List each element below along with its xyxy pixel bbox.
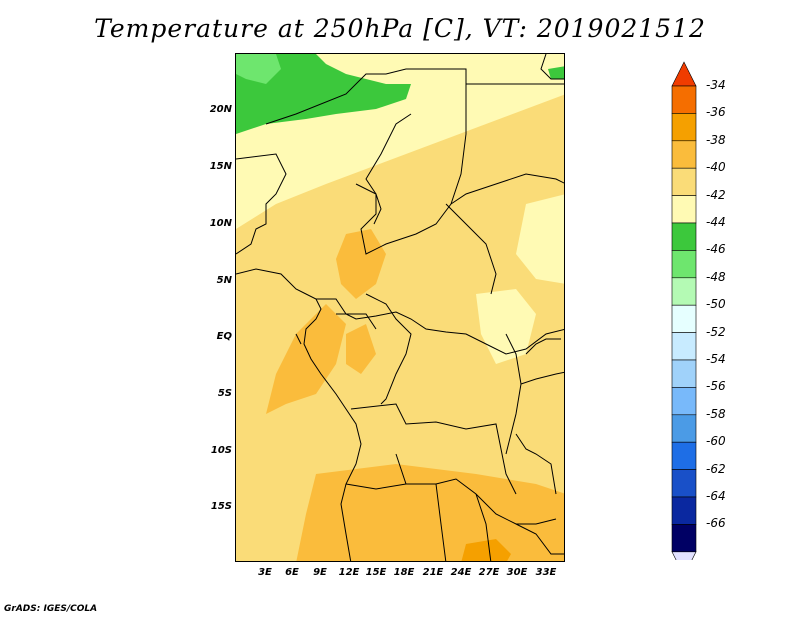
colorbar-label: -48	[706, 269, 726, 284]
footer-credit: GrADS: IGES/COLA	[4, 604, 98, 614]
colorbar-label: -44	[706, 215, 726, 229]
lon-label-21e: 21E	[422, 567, 444, 578]
map-title: Temperature at 250hPa [C], VT: 201902151…	[94, 14, 706, 43]
lon-label-30e: 30E	[506, 567, 528, 578]
colorbar-cell	[671, 387, 697, 416]
lat-label-15n: 15N	[209, 161, 232, 172]
colorbar-cell	[671, 332, 697, 361]
lon-label-27e: 27E	[478, 567, 500, 578]
colorbar-cell	[671, 250, 697, 279]
colorbar-label: -46	[706, 242, 726, 257]
colorbar-label: -54	[706, 352, 726, 366]
colorbar-label: -62	[706, 461, 726, 476]
colorbar-cell	[671, 524, 697, 553]
colorbar-cell	[671, 85, 697, 114]
colorbar-label: -64	[706, 489, 726, 503]
lat-label-10n: 10N	[209, 218, 232, 229]
lat-label-15s: 15S	[210, 501, 232, 512]
colorbar-cell	[671, 195, 697, 224]
lon-label-12e: 12E	[338, 567, 360, 578]
colorbar-label: -66	[706, 516, 726, 531]
colorbar-cell	[671, 140, 697, 169]
lat-label-5s: 5S	[217, 388, 232, 399]
lat-label-10s: 10S	[210, 445, 232, 456]
colorbar-cell	[671, 469, 697, 498]
colorbar-label: -50	[706, 297, 726, 312]
colorbar-cell	[671, 167, 697, 196]
colorbar	[671, 61, 697, 560]
colorbar-label: -40	[706, 160, 726, 175]
colorbar-cell	[671, 441, 697, 470]
colorbar-label: -36	[706, 105, 726, 120]
colorbar-cell	[671, 222, 697, 251]
map-panel	[235, 53, 565, 562]
colorbar-label: -34	[706, 78, 726, 92]
lon-label-3e: 3E	[258, 567, 272, 578]
colorbar-cell	[671, 496, 697, 525]
lon-label-15e: 15E	[365, 567, 387, 578]
lat-label-20n: 20N	[209, 104, 232, 115]
colorbar-label: -42	[706, 187, 726, 202]
colorbar-label: -38	[706, 132, 726, 147]
temperature-field	[236, 54, 564, 561]
colorbar-label: -60	[706, 434, 726, 449]
lat-label-5n: 5N	[216, 275, 232, 286]
colorbar-cell	[671, 113, 697, 142]
colorbar-label: -56	[706, 379, 726, 394]
lon-label-9e: 9E	[313, 567, 327, 578]
colorbar-bottom-arrow	[671, 551, 697, 560]
colorbar-cell	[671, 304, 697, 333]
lon-label-33e: 33E	[535, 567, 557, 578]
colorbar-cell	[671, 359, 697, 388]
lat-label-eq: EQ	[216, 331, 232, 342]
colorbar-label: -52	[706, 324, 726, 339]
colorbar-cell	[671, 414, 697, 443]
lon-label-24e: 24E	[450, 567, 472, 578]
colorbar-label: -58	[706, 406, 726, 421]
lon-label-18e: 18E	[393, 567, 415, 578]
colorbar-top-arrow	[671, 61, 697, 87]
colorbar-cell	[671, 277, 697, 306]
lon-label-6e: 6E	[285, 567, 299, 578]
